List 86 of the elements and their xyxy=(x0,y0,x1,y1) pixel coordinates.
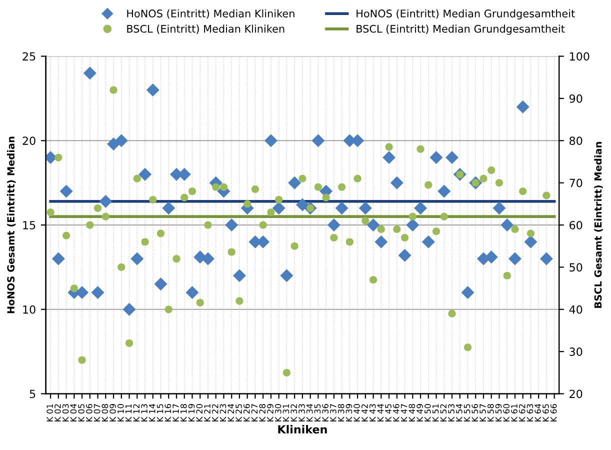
x-tick-label: K 28 xyxy=(259,404,266,422)
y-axis-title: HoNOS Gesamt (Eintritt) Median xyxy=(7,136,16,314)
x-tick-label: K 08 xyxy=(102,404,108,422)
x-tick-label: K 65 xyxy=(542,404,549,422)
x-tick-label: K 60 xyxy=(503,404,510,422)
y2-axis-title: BSCL Gesamt (Eintritt) Median xyxy=(594,142,603,308)
x-tick-label: K 55 xyxy=(464,404,470,422)
x-tick-label: K 58 xyxy=(487,404,494,422)
x-tick-label: K 66 xyxy=(550,404,557,422)
x-tick-label: K 26 xyxy=(243,404,250,422)
y2-tick-label: 20 xyxy=(570,390,582,398)
x-tick-label: K 16 xyxy=(164,404,172,422)
y2-tick-label: 50 xyxy=(570,263,582,272)
y-tick-label: 15 xyxy=(23,221,36,230)
x-tick-label: K 42 xyxy=(362,404,368,422)
x-axis-title: Kliniken xyxy=(278,424,327,434)
x-tick-label: K 18 xyxy=(180,404,187,422)
y-tick-label: 10 xyxy=(23,305,36,314)
x-tick-label: K 05 xyxy=(78,404,84,422)
y-tick-label: 20 xyxy=(22,136,36,146)
x-tick-label: K 25 xyxy=(236,404,242,422)
x-tick-label: K 06 xyxy=(86,404,92,422)
x-tick-label: K 19 xyxy=(188,404,195,422)
x-tick-label: K 35 xyxy=(314,404,321,422)
x-tick-label: K 14 xyxy=(149,404,156,422)
x-tick-label: K 48 xyxy=(408,404,416,422)
x-tick-label: K 17 xyxy=(172,404,179,422)
x-tick-label: K 57 xyxy=(480,404,486,422)
x-tick-label: K 47 xyxy=(401,404,408,422)
x-tick-label: K 20 xyxy=(196,404,203,422)
legend-label: BSCL (Eintritt) Median Grundgesamtheit xyxy=(356,24,565,35)
x-tick-label: K 09 xyxy=(110,404,116,422)
x-tick-label: K 15 xyxy=(156,404,164,422)
x-tick-label: K 30 xyxy=(274,404,282,422)
x-tick-label: K 07 xyxy=(94,404,100,422)
y2-tick-label: 60 xyxy=(570,220,582,230)
x-tick-label: K 37 xyxy=(330,404,336,422)
x-tick-label: K 03 xyxy=(62,404,69,422)
x-tick-label: K 38 xyxy=(338,404,344,422)
x-tick-label: K 64 xyxy=(534,404,542,422)
x-tick-label: K 33 xyxy=(298,404,305,422)
x-tick-label: K 04 xyxy=(70,404,77,422)
x-tick-label: K 34 xyxy=(306,404,313,422)
y2-tick-label: 70 xyxy=(570,178,582,188)
x-tick-label: K 24 xyxy=(228,404,234,422)
x-tick-label: K 13 xyxy=(141,404,148,422)
y-tick-label: 25 xyxy=(22,52,36,61)
x-tick-label: K 56 xyxy=(472,404,478,422)
x-tick-label: K 23 xyxy=(220,404,226,422)
x-tick-label: K 12 xyxy=(133,404,140,422)
x-tick-label: K 52 xyxy=(440,404,447,422)
y-tick-label: 5 xyxy=(30,390,36,398)
x-tick-label: K 01 xyxy=(46,404,53,422)
x-tick-label: K 59 xyxy=(495,404,502,422)
x-tick-label: K 45 xyxy=(385,404,392,422)
y2-tick-label: 100 xyxy=(570,52,590,61)
x-tick-label: K 54 xyxy=(456,404,462,422)
x-tick-label: K 21 xyxy=(204,404,210,422)
x-tick-label: K 53 xyxy=(448,404,454,422)
y2-tick-label: 40 xyxy=(569,305,582,314)
x-tick-label: K 36 xyxy=(322,404,328,422)
x-tick-label: K 63 xyxy=(526,404,534,422)
x-tick-label: K 10 xyxy=(118,404,124,422)
x-tick-label: K 11 xyxy=(125,404,132,422)
x-tick-label: K 29 xyxy=(267,404,274,422)
x-tick-label: K 51 xyxy=(432,404,439,422)
y2-tick-label: 30 xyxy=(570,348,582,356)
x-tick-label: K 32 xyxy=(290,404,297,422)
x-tick-label: K 22 xyxy=(212,404,218,422)
x-tick-label: K 46 xyxy=(393,404,400,422)
x-tick-label: K 43 xyxy=(369,404,376,422)
legend-label: HoNOS (Eintritt) Median Kliniken xyxy=(127,9,294,19)
x-tick-label: K 02 xyxy=(54,404,61,422)
x-tick-label: K 44 xyxy=(377,404,384,422)
x-tick-label: K 49 xyxy=(416,404,423,422)
y2-tick-label: 80 xyxy=(570,136,582,146)
legend-label: HoNOS (Eintritt) Median Grundgesamtheit xyxy=(356,9,575,20)
legend-label: BSCL (Eintritt) Median Kliniken xyxy=(127,24,284,34)
y2-tick-label: 90 xyxy=(569,94,582,103)
x-tick-label: K 40 xyxy=(354,404,360,422)
x-tick-label: K 39 xyxy=(346,404,352,422)
x-tick-label: K 50 xyxy=(424,404,431,422)
x-tick-label: K 27 xyxy=(251,404,258,422)
x-tick-label: K 31 xyxy=(282,404,290,422)
x-tick-label: K 61 xyxy=(511,404,518,422)
x-tick-label: K 62 xyxy=(518,404,526,422)
